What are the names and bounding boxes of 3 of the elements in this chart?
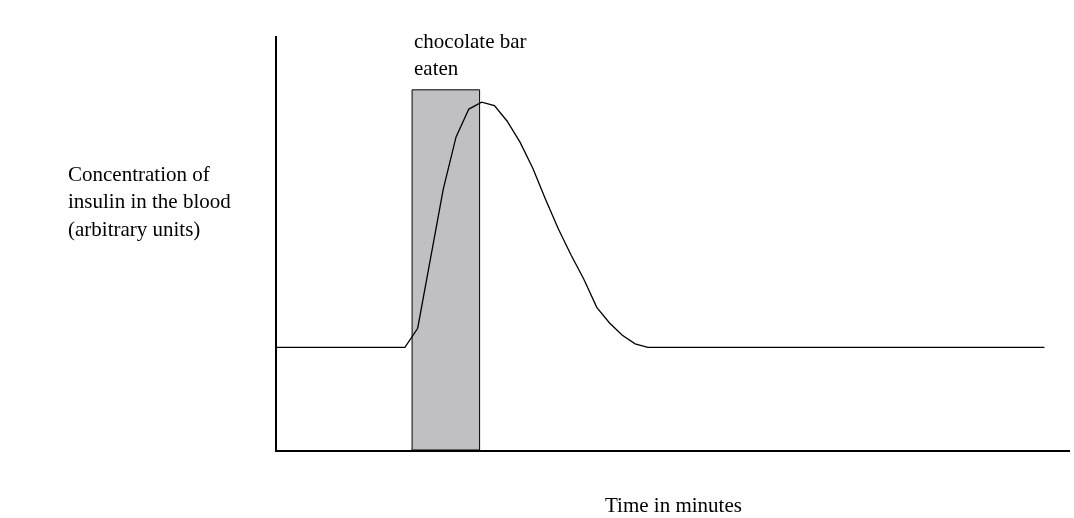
text: chocolate bar eaten [414,29,527,81]
y-axis-title: Concentration of insulin in the blood (arbitrary units) [68,162,232,241]
x-axis-title: Time in minutes [605,493,742,517]
